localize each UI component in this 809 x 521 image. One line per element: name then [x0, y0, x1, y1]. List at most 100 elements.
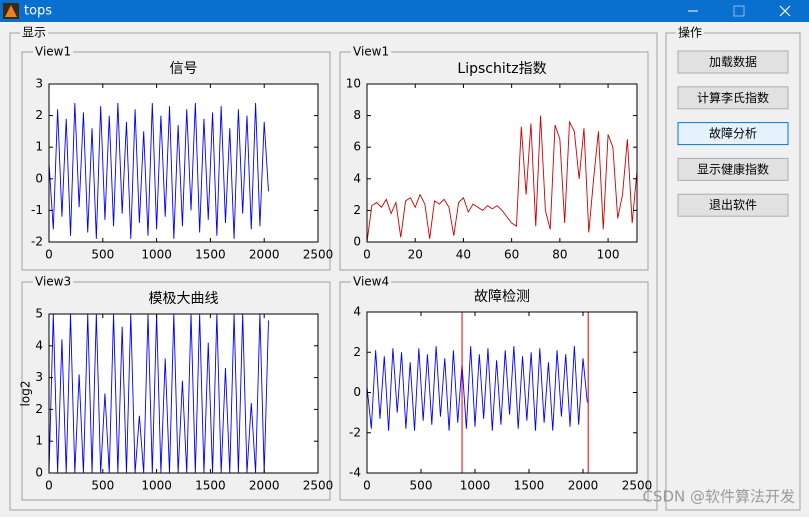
x-tick-label: 1500 — [195, 479, 226, 493]
button[interactable] — [677, 122, 789, 146]
x-tick-label: 500 — [410, 479, 433, 493]
button[interactable] — [677, 157, 789, 181]
x-tick-label: 500 — [91, 479, 114, 493]
x-tick-label: 0 — [45, 248, 53, 262]
chart-title: 信号 — [170, 61, 198, 77]
view-panel-label-bg — [33, 44, 74, 59]
maximize-button[interactable] — [733, 5, 745, 17]
window-title: tops — [24, 4, 52, 19]
display-panel-label: 显示 — [22, 26, 46, 40]
y-tick-label: -1 — [31, 203, 43, 217]
button-label[interactable]: 加载数据 — [709, 54, 757, 69]
view-panel-label: View4 — [353, 275, 389, 289]
button[interactable] — [677, 50, 789, 74]
x-tick-label: 40 — [456, 248, 471, 262]
axes-box — [48, 83, 319, 243]
x-tick-label: 100 — [597, 248, 620, 262]
series-line — [49, 314, 269, 473]
x-tick-label: 1000 — [141, 248, 172, 262]
view-panel-label-bg — [351, 44, 392, 59]
y-tick-label: 1 — [35, 140, 43, 154]
app-icon-shape — [5, 5, 17, 17]
y-tick-label: 4 — [353, 305, 361, 319]
x-tick-label: 2000 — [249, 248, 280, 262]
view-panel-label: View3 — [35, 275, 71, 289]
series-line — [367, 346, 588, 431]
plot-area — [49, 84, 318, 242]
y-tick-label: 2 — [35, 108, 43, 122]
y-tick-label: 2 — [353, 203, 361, 217]
y-tick-label: -4 — [349, 466, 361, 480]
y-tick-label: 2 — [35, 402, 43, 416]
y-tick-label: 4 — [353, 171, 361, 185]
y-tick-label: 8 — [353, 108, 361, 122]
y-tick-label: 0 — [353, 235, 361, 249]
y-tick-label: 2 — [353, 345, 361, 359]
x-tick-label: 20 — [408, 248, 423, 262]
x-tick-label: 1500 — [195, 248, 226, 262]
button-label[interactable]: 计算李氏指数 — [697, 90, 769, 105]
x-tick-label: 2000 — [568, 479, 599, 493]
plot-content — [367, 312, 589, 473]
view-panel-label-bg — [33, 274, 74, 289]
x-tick-label: 2500 — [303, 479, 334, 493]
watermark: CSDN @软件算法开发 — [642, 488, 795, 506]
y-tick-label: 5 — [35, 307, 43, 321]
view-panel — [339, 281, 649, 501]
y-tick-label: 10 — [346, 77, 361, 91]
view-panel — [21, 51, 331, 271]
axes-box — [48, 313, 319, 474]
chart-title: 故障检测 — [474, 289, 530, 305]
x-tick-label: 60 — [504, 248, 519, 262]
x-tick-label: 0 — [363, 248, 371, 262]
operations-panel-label-bg — [676, 24, 705, 40]
y-tick-label: 0 — [35, 171, 43, 185]
x-tick-label: 80 — [552, 248, 567, 262]
x-tick-label: 500 — [91, 248, 114, 262]
plot-area — [49, 314, 318, 473]
y-tick-label: 3 — [35, 370, 43, 384]
y-tick-label: -2 — [349, 425, 361, 439]
plot-content — [367, 115, 637, 242]
button-label[interactable]: 故障分析 — [709, 126, 757, 141]
x-tick-label: 0 — [363, 479, 371, 493]
view-panel — [339, 51, 649, 271]
view-panel-label: View1 — [353, 45, 389, 59]
view-panel — [21, 281, 331, 501]
y-tick-label: 6 — [353, 140, 361, 154]
x-tick-label: 1000 — [460, 479, 491, 493]
y-tick-label: 4 — [35, 338, 43, 352]
y-tick-label: 3 — [35, 77, 43, 91]
plot-area — [367, 312, 637, 473]
plot-content — [49, 314, 269, 473]
button-label[interactable]: 显示健康指数 — [697, 161, 769, 176]
title-bar — [0, 0, 809, 22]
button-label[interactable]: 退出软件 — [709, 198, 757, 212]
x-tick-label: 2500 — [622, 479, 653, 493]
plot-area — [367, 84, 637, 242]
x-tick-label: 0 — [45, 479, 53, 493]
x-tick-label: 2500 — [303, 248, 334, 262]
view-panel-label: View1 — [35, 45, 71, 59]
chart-title: Lipschitz指数 — [457, 61, 546, 77]
y-tick-label: 1 — [35, 434, 43, 448]
x-tick-label: 1500 — [514, 479, 545, 493]
y-tick-label: 0 — [35, 466, 43, 480]
y-tick-label: 0 — [353, 385, 361, 399]
axes-box — [366, 83, 638, 243]
button[interactable] — [677, 193, 789, 217]
button[interactable] — [677, 86, 789, 110]
display-panel — [9, 32, 658, 511]
plot-content — [49, 102, 269, 239]
close-button[interactable] — [779, 5, 791, 17]
series-line — [367, 115, 637, 242]
operations-panel-label: 操作 — [678, 25, 702, 40]
display-panel-label-bg — [20, 25, 49, 40]
axes-box — [366, 311, 638, 474]
x-tick-label: 2000 — [249, 479, 280, 493]
y-axis-label: log2 — [19, 381, 33, 407]
series-line — [49, 102, 269, 239]
x-tick-label: 1000 — [141, 479, 172, 493]
